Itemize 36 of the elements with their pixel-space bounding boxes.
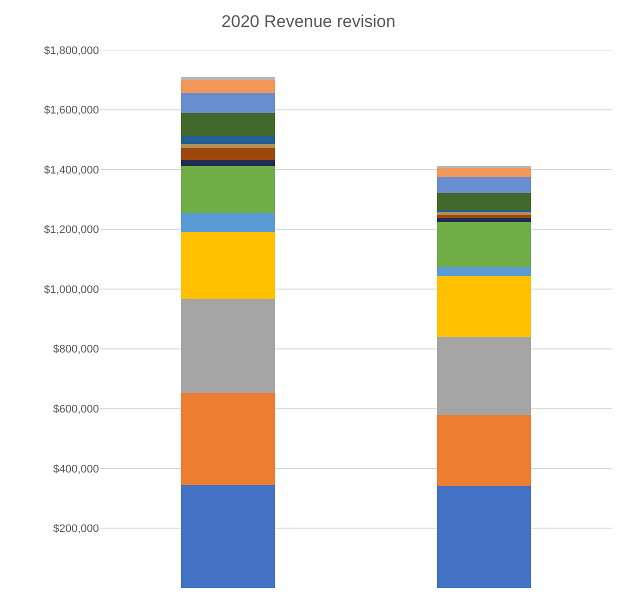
bar xyxy=(437,212,531,215)
bar xyxy=(181,80,275,93)
y-tick-label: $600,000 xyxy=(53,404,99,416)
bar xyxy=(437,218,531,222)
bar xyxy=(437,177,531,193)
bar xyxy=(181,77,275,80)
bar xyxy=(181,213,275,232)
bar xyxy=(181,160,275,166)
y-tick-label: $200,000 xyxy=(53,523,99,536)
bar xyxy=(437,193,531,210)
bar xyxy=(437,215,531,218)
bar xyxy=(181,485,275,588)
bar xyxy=(437,276,531,337)
bar xyxy=(437,222,531,267)
bar xyxy=(181,148,275,160)
bar xyxy=(181,393,275,485)
bar xyxy=(181,136,275,144)
y-tick-label: $1,800,000 xyxy=(44,44,99,57)
bar xyxy=(437,415,531,486)
bar xyxy=(437,486,531,588)
bar xyxy=(437,168,531,177)
bar xyxy=(181,113,275,136)
y-tick-label: $1,000,000 xyxy=(44,284,99,296)
bar xyxy=(181,299,275,393)
bar xyxy=(181,232,275,299)
bar xyxy=(181,93,275,113)
y-tick-label: $1,400,000 xyxy=(44,164,99,176)
bar xyxy=(437,267,531,276)
y-tick-label: $1,200,000 xyxy=(44,224,99,236)
chart-title: 2020 Revenue revision xyxy=(222,12,396,32)
y-tick-label: $1,600,000 xyxy=(44,104,99,117)
bar xyxy=(181,166,275,213)
y-tick-label: $800,000 xyxy=(53,344,99,356)
y-tick-label: $400,000 xyxy=(53,463,99,476)
bar xyxy=(181,144,275,148)
bar xyxy=(437,337,531,415)
